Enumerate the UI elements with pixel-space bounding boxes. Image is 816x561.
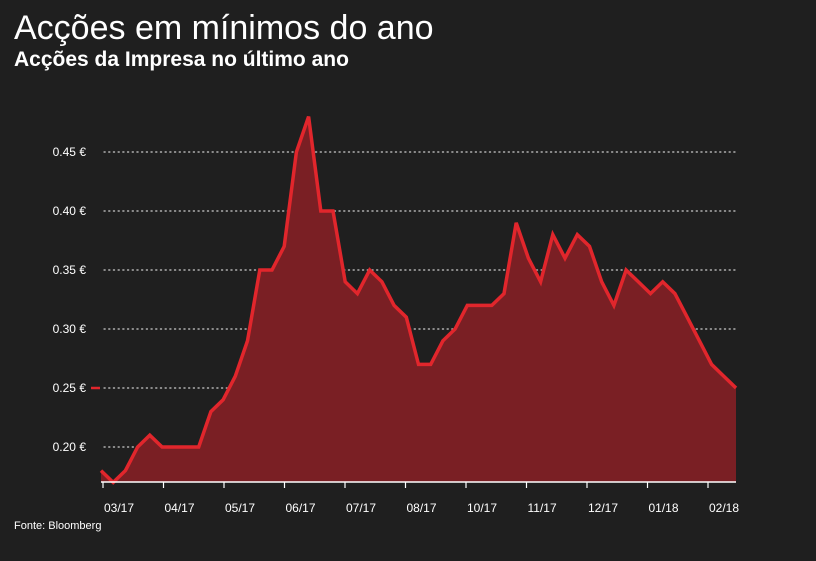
x-tick-label: 06/17 <box>286 501 316 515</box>
series-area <box>101 116 736 483</box>
y-tick-label: 0.20 € <box>53 440 87 454</box>
area-layer <box>99 116 738 485</box>
y-tick-label: 0.35 € <box>53 263 87 277</box>
x-tick-label: 02/18 <box>709 501 739 515</box>
y-tick-label: 0.30 € <box>53 322 87 336</box>
series-line <box>99 116 738 485</box>
y-tick-label: 0.40 € <box>53 204 87 218</box>
x-tick-label: 10/17 <box>467 501 497 515</box>
chart-subtitle: Acções da Impresa no último ano <box>14 48 349 71</box>
x-tick-label: 07/17 <box>346 501 376 515</box>
x-axis-ticks: 03/17 04/17 05/17 06/17 07/17 08/17 10/17 11/17… <box>102 482 739 515</box>
x-tick-label: 03/17 <box>104 501 134 515</box>
x-tick-label: 04/17 <box>165 501 195 515</box>
source-note: Fonte: Bloomberg <box>14 520 102 532</box>
x-tick-label: 11/17 <box>528 501 557 515</box>
y-tick-label: 0.45 € <box>53 145 87 159</box>
chart-title: Acções em mínimos do ano <box>14 9 434 47</box>
y-axis-ticks: 0.20 € 0.25 € 0.30 € 0.35 € 0.40 € 0.45 € <box>53 145 100 454</box>
x-tick-label: 05/17 <box>225 501 255 515</box>
y-tick-label: 0.25 € <box>53 381 87 395</box>
x-tick-label: 01/18 <box>649 501 679 515</box>
x-tick-label: 08/17 <box>407 501 437 515</box>
x-tick-label: 12/17 <box>588 501 618 515</box>
